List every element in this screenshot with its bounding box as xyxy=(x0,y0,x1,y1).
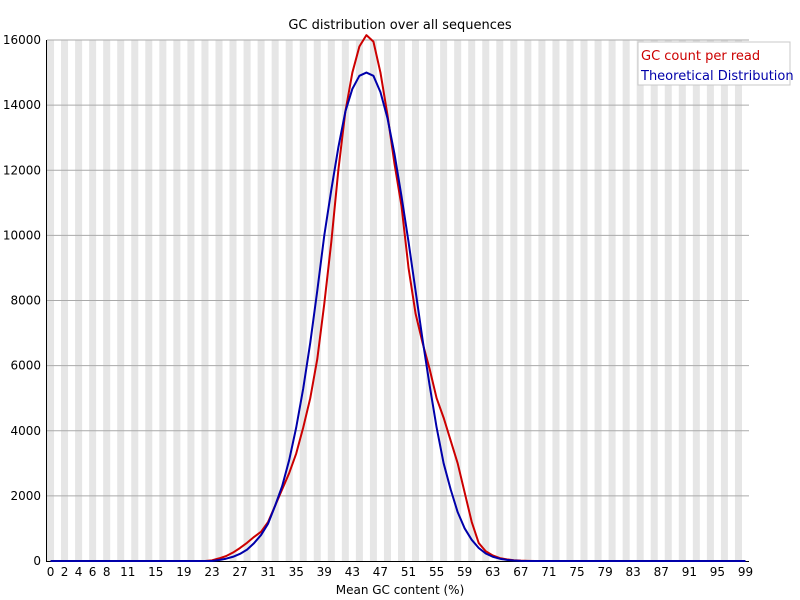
x-tick-label: 8 xyxy=(103,565,111,579)
x-tick-label: 67 xyxy=(513,565,528,579)
horizontal-gridlines xyxy=(47,39,749,497)
y-tick-label: 6000 xyxy=(10,359,41,373)
legend: GC count per read Theoretical Distributi… xyxy=(637,41,794,86)
x-tick-label: 19 xyxy=(176,565,191,579)
x-tick-label: 0 xyxy=(47,565,55,579)
legend-entry-theoretical: Theoretical Distribution xyxy=(640,69,794,84)
x-tick-label: 43 xyxy=(345,565,360,579)
x-tick-label: 75 xyxy=(569,565,584,579)
x-tick-label: 83 xyxy=(626,565,641,579)
x-tick-label: 39 xyxy=(317,565,332,579)
y-tick-label: 14000 xyxy=(3,98,41,112)
x-tick-label: 6 xyxy=(89,565,97,579)
y-tick-label: 8000 xyxy=(10,294,41,308)
x-tick-label: 35 xyxy=(289,565,304,579)
y-tick-label: 12000 xyxy=(3,163,41,177)
x-tick-label: 59 xyxy=(457,565,472,579)
y-tick-label: 0 xyxy=(33,554,41,568)
x-axis-label: Mean GC content (%) xyxy=(336,583,465,597)
y-tick-label: 4000 xyxy=(10,424,41,438)
x-tick-label: 91 xyxy=(682,565,697,579)
x-tick-label: 4 xyxy=(75,565,83,579)
x-tick-label: 11 xyxy=(120,565,135,579)
x-tick-label: 2 xyxy=(61,565,69,579)
x-tick-label: 15 xyxy=(148,565,163,579)
x-tick-label: 63 xyxy=(485,565,500,579)
series-line-theoretical xyxy=(50,71,746,562)
x-tick-label: 31 xyxy=(260,565,275,579)
x-tick-label: 55 xyxy=(429,565,444,579)
x-tick-label: 95 xyxy=(710,565,725,579)
legend-entry-gc-count: GC count per read xyxy=(641,49,760,64)
x-tick-label: 99 xyxy=(738,565,753,579)
y-tick-label: 2000 xyxy=(10,489,41,503)
x-tick-label: 27 xyxy=(232,565,247,579)
y-tick-label: 16000 xyxy=(3,33,41,47)
y-axis-ticks: 0 2000 4000 6000 8000 10000 12000 14000 16000 xyxy=(3,33,41,568)
legend-box xyxy=(637,41,791,86)
chart-title: GC distribution over all sequences xyxy=(288,18,512,33)
x-tick-label: 87 xyxy=(654,565,669,579)
x-tick-label: 79 xyxy=(597,565,612,579)
x-tick-label: 47 xyxy=(373,565,388,579)
x-tick-label: 71 xyxy=(541,565,556,579)
x-tick-label: 23 xyxy=(204,565,219,579)
x-tick-label: 51 xyxy=(401,565,416,579)
series-lines xyxy=(50,34,746,562)
y-tick-label: 10000 xyxy=(3,228,41,242)
x-axis-ticks: 0 2 4 6 8 11 15 19 23 27 31 35 39 43 47 51 55 59 63 67 71 75 7… xyxy=(47,565,753,579)
